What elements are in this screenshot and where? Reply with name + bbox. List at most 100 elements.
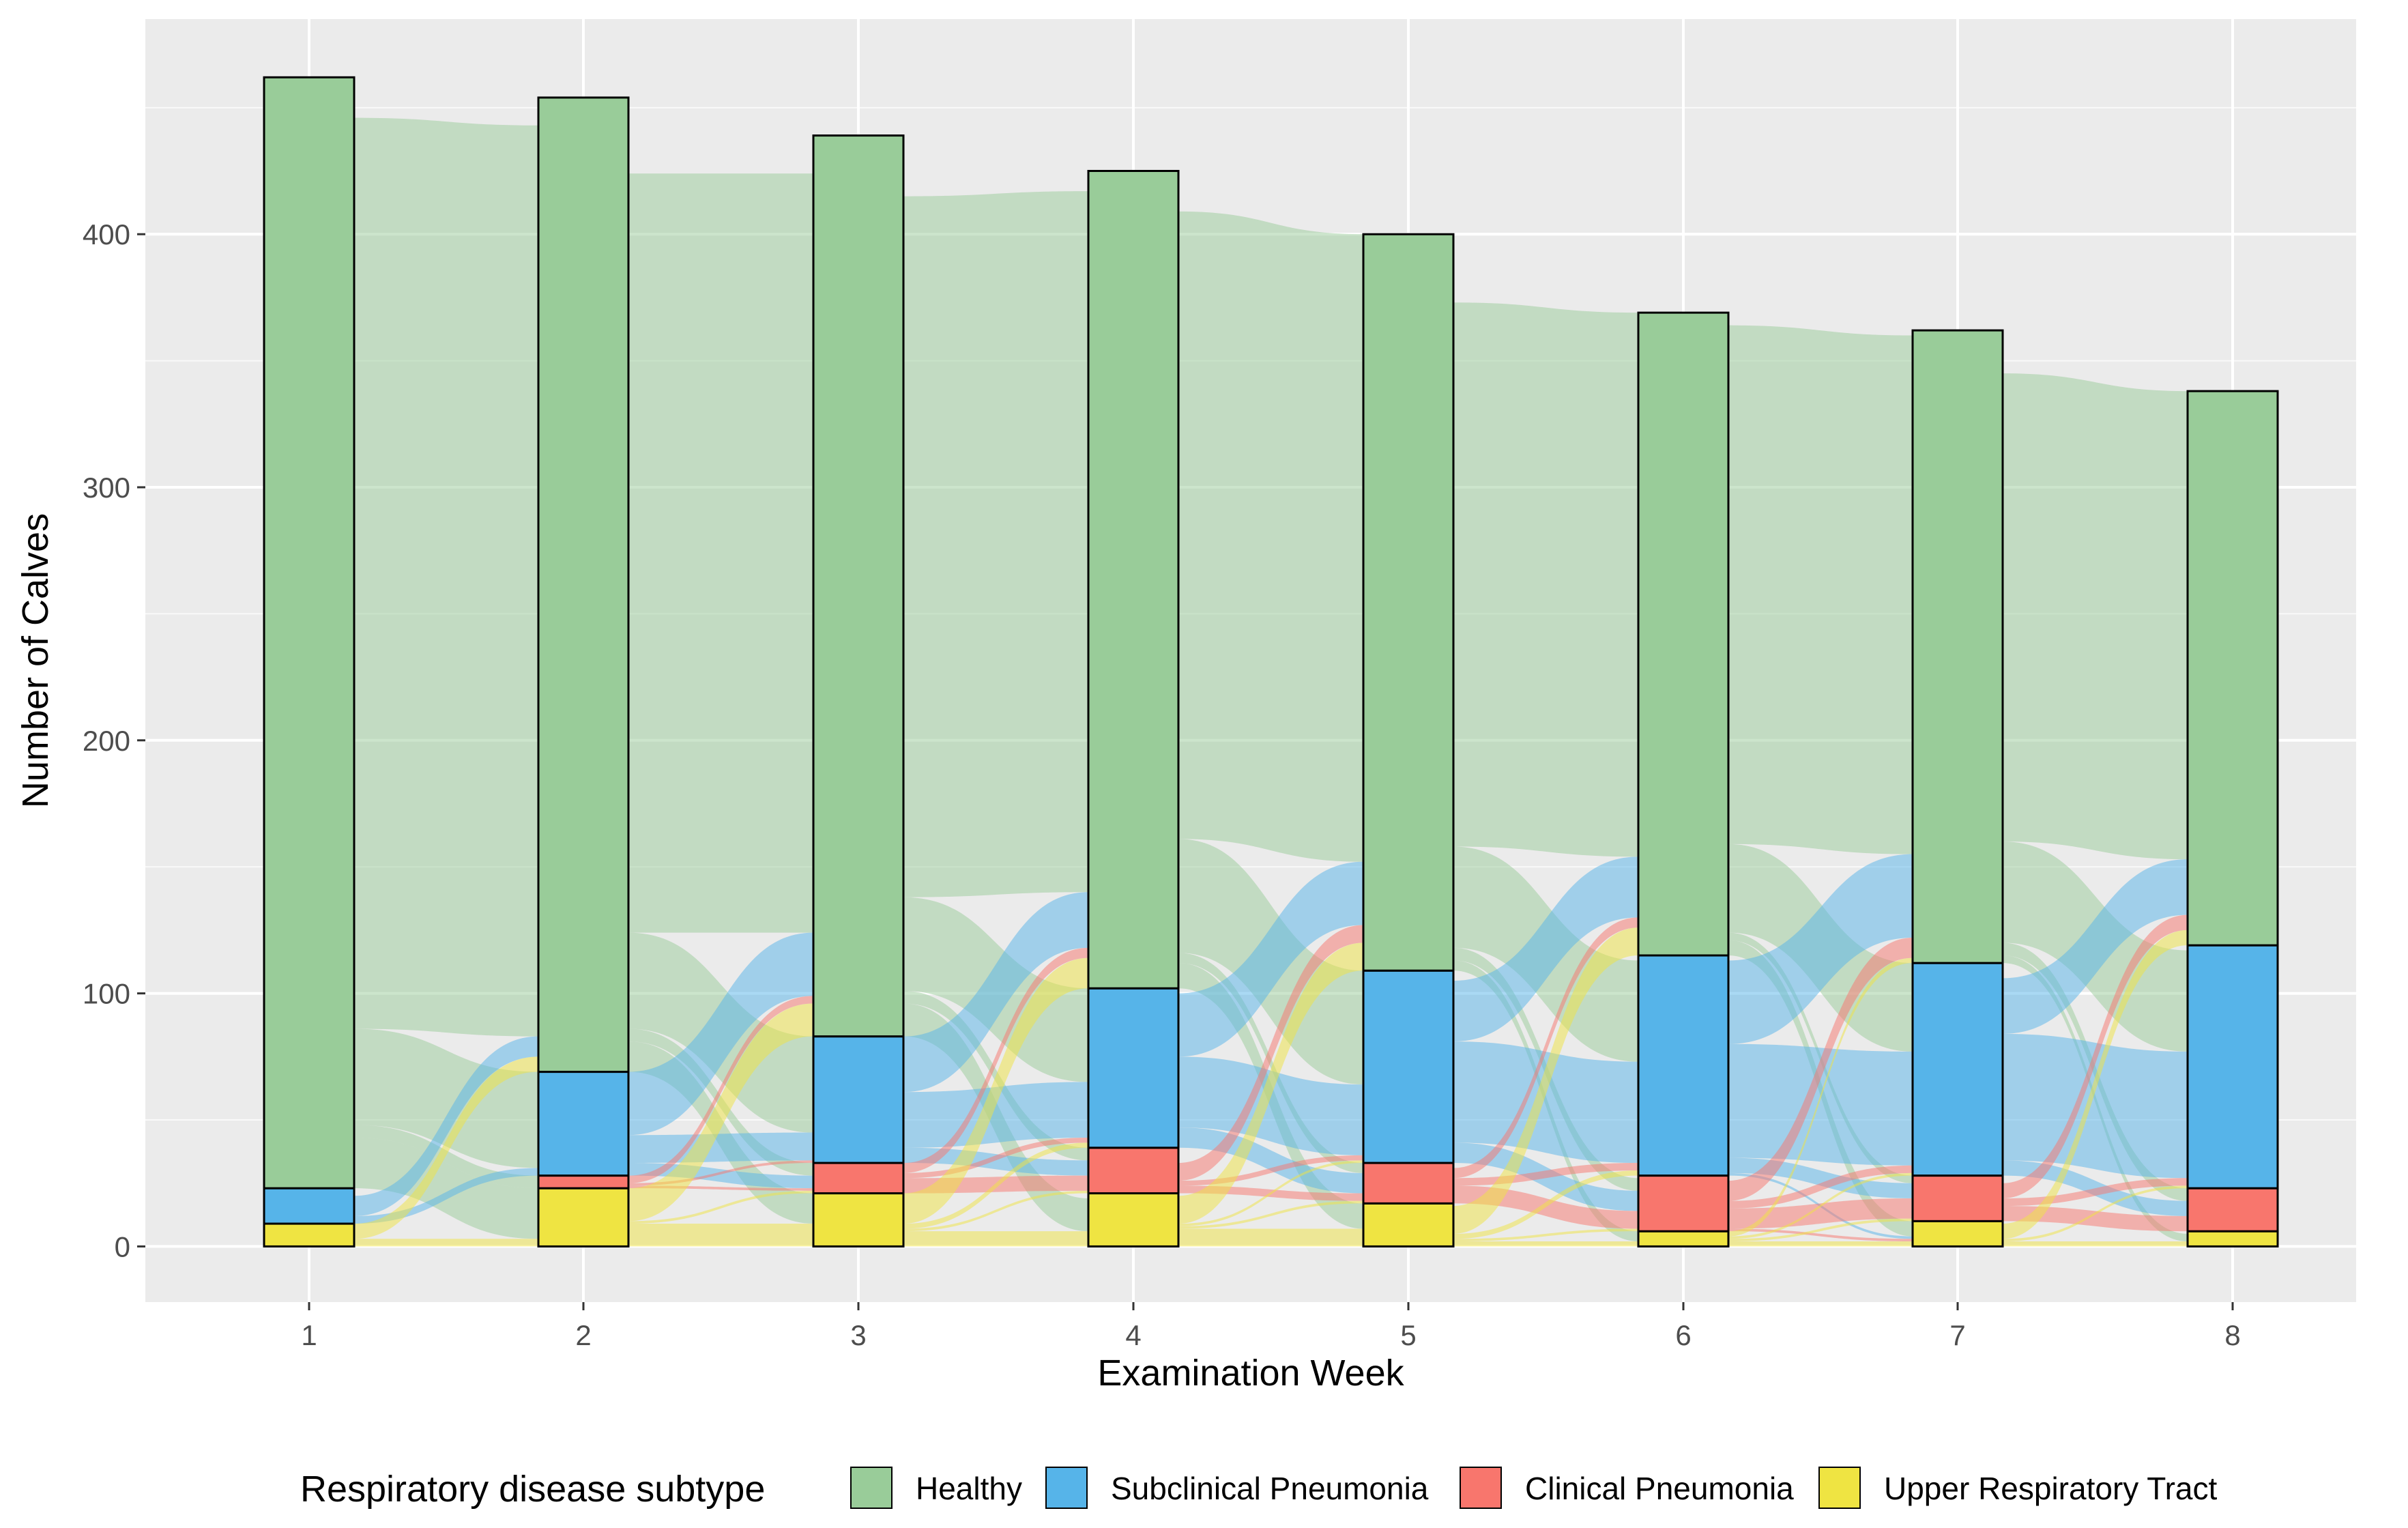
flow-week3-upper-respiratory-tract-to-clinical-pneumonia (903, 1190, 1088, 1232)
flow-week1-subclinical-pneumonia-to-healthy (354, 1036, 538, 1216)
legend-items: Healthy Subclinical Pneumonia Clinical Pne… (850, 1467, 2217, 1509)
bar-week3-healthy (812, 134, 905, 1038)
flow-week5-healthy-to-healthy (1453, 302, 1638, 857)
flow-week1-healthy-to-healthy (354, 117, 538, 1037)
legend-title: Respiratory disease subtype (300, 1469, 765, 1510)
bar-week7-subclinical-pneumonia (1911, 962, 2004, 1177)
x-tick-label: 2 (575, 1319, 591, 1351)
flow-week3-upper-respiratory-tract-to-healthy (903, 957, 1088, 1224)
flow-week6-subclinical-pneumonia-to-healthy (1728, 854, 1913, 1044)
flow-week1-upper-respiratory-tract-to-healthy (354, 1056, 538, 1239)
legend-item-subclinical-pneumonia: Subclinical Pneumonia (1045, 1467, 1429, 1509)
bar-week1-upper-respiratory-tract (263, 1222, 356, 1248)
bar-week5-upper-respiratory-tract (1362, 1202, 1455, 1248)
flow-week7-upper-respiratory-tract-to-subclinical-pneumonia (2003, 1185, 2188, 1242)
flow-week6-clinical-pneumonia-to-healthy (1728, 938, 1913, 1201)
legend-key (850, 1467, 893, 1509)
legend-item-upper-respiratory-tract: Upper Respiratory Tract (1818, 1467, 2217, 1509)
x-tick-label: 6 (1675, 1319, 1691, 1351)
flow-week6-subclinical-pneumonia-to-subclinical-pneumonia (1728, 1043, 1913, 1166)
flow-week7-healthy-to-healthy (2003, 373, 2188, 860)
flow-week1-healthy-to-upper-respiratory-tract (354, 1137, 538, 1239)
flow-week6-upper-respiratory-tract-to-subclinical-pneumonia (1728, 1172, 1913, 1239)
flow-week6-upper-respiratory-tract-to-upper-respiratory-tract (1728, 1241, 1913, 1247)
flow-week2-subclinical-pneumonia-to-healthy (628, 932, 813, 1136)
y-tick-label: 200 (83, 725, 130, 757)
bar-week7-clinical-pneumonia (1911, 1174, 2004, 1222)
flow-week7-subclinical-pneumonia-to-subclinical-pneumonia (2003, 1033, 2188, 1179)
bar-week6-clinical-pneumonia (1637, 1174, 1730, 1233)
flow-week4-upper-respiratory-tract-to-clinical-pneumonia (1178, 1200, 1363, 1229)
bar-week7-healthy (1911, 329, 2004, 964)
bar-week4-clinical-pneumonia (1087, 1147, 1180, 1195)
bar-week2-upper-respiratory-tract (537, 1187, 630, 1248)
y-tick-label: 100 (83, 978, 130, 1010)
flow-week7-upper-respiratory-tract-to-upper-respiratory-tract (2003, 1241, 2188, 1247)
flow-week7-subclinical-pneumonia-to-healthy (2003, 859, 2188, 1034)
x-tick-label: 8 (2224, 1319, 2240, 1351)
flow-week4-clinical-pneumonia-to-healthy (1178, 925, 1363, 1181)
legend-label: Clinical Pneumonia (1525, 1471, 1794, 1506)
flow-week2-healthy-to-healthy (628, 173, 813, 933)
bar-week3-subclinical-pneumonia (812, 1035, 905, 1164)
flow-week1-subclinical-pneumonia-to-subclinical-pneumonia (354, 1168, 538, 1224)
bar-week2-subclinical-pneumonia (537, 1071, 630, 1177)
bar-week6-healthy (1637, 311, 1730, 957)
legend-label: Upper Respiratory Tract (1884, 1471, 2217, 1506)
stratum-bars (263, 76, 2279, 1248)
bar-week1-healthy (263, 76, 356, 1190)
bar-week4-subclinical-pneumonia (1087, 987, 1180, 1149)
flow-week2-upper-respiratory-tract-to-upper-respiratory-tract (628, 1224, 813, 1247)
bar-week8-clinical-pneumonia (2186, 1187, 2279, 1233)
flow-week5-subclinical-pneumonia-to-subclinical-pneumonia (1453, 1041, 1638, 1164)
bar-week6-upper-respiratory-tract (1637, 1230, 1730, 1248)
flow-week3-upper-respiratory-tract-to-subclinical-pneumonia (903, 1142, 1088, 1229)
flow-week4-upper-respiratory-tract-to-healthy (1178, 942, 1363, 1224)
x-tick-label: 7 (1949, 1319, 1965, 1351)
flow-week3-subclinical-pneumonia-to-clinical-pneumonia (903, 1147, 1088, 1176)
flow-week4-upper-respiratory-tract-to-upper-respiratory-tract (1178, 1228, 1363, 1247)
flow-week3-subclinical-pneumonia-to-healthy (903, 892, 1088, 1093)
bar-week2-healthy (537, 96, 630, 1073)
flow-week5-upper-respiratory-tract-to-upper-respiratory-tract (1453, 1241, 1638, 1247)
alluvium-flows (354, 117, 2188, 1247)
x-tick-label: 4 (1125, 1319, 1141, 1351)
x-axis-title: Examination Week (1097, 1353, 1404, 1394)
bar-week8-healthy (2186, 390, 2279, 947)
flow-week1-upper-respiratory-tract-to-upper-respiratory-tract (354, 1239, 538, 1247)
x-tick-label: 1 (301, 1319, 317, 1351)
flow-week6-healthy-to-healthy (1728, 325, 1913, 854)
flow-week2-clinical-pneumonia-to-healthy (628, 996, 813, 1183)
flow-week2-upper-respiratory-tract-to-clinical-pneumonia (628, 1190, 813, 1224)
x-tick-label: 3 (850, 1319, 866, 1351)
legend-key (1460, 1467, 1502, 1509)
legend-label: Healthy (916, 1471, 1022, 1506)
legend: Respiratory disease subtype Healthy Subcl… (300, 1467, 2217, 1510)
x-tick-label: 5 (1400, 1319, 1416, 1351)
flow-week3-clinical-pneumonia-to-subclinical-pneumonia (903, 1137, 1088, 1179)
bar-week8-upper-respiratory-tract (2186, 1230, 2279, 1248)
bar-week5-clinical-pneumonia (1362, 1162, 1455, 1205)
flow-week2-upper-respiratory-tract-to-healthy (628, 1003, 813, 1222)
legend-key (1045, 1467, 1088, 1509)
bar-week6-subclinical-pneumonia (1637, 954, 1730, 1177)
legend-label: Subclinical Pneumonia (1111, 1471, 1429, 1506)
flow-week1-healthy-to-subclinical-pneumonia (354, 1028, 538, 1168)
flow-week5-upper-respiratory-tract-to-clinical-pneumonia (1453, 1228, 1638, 1242)
bar-week4-healthy (1087, 169, 1180, 990)
legend-item-clinical-pneumonia: Clinical Pneumonia (1460, 1467, 1794, 1509)
legend-key (1818, 1467, 1861, 1509)
flow-week2-subclinical-pneumonia-to-subclinical-pneumonia (628, 1132, 813, 1164)
axes: Number of Calves Examination Week 0 100 20… (15, 218, 2241, 1394)
flow-week3-subclinical-pneumonia-to-subclinical-pneumonia (903, 1082, 1088, 1148)
flow-week6-upper-respiratory-tract-to-healthy (1728, 957, 1913, 1237)
flow-week6-clinical-pneumonia-to-subclinical-pneumonia (1728, 1165, 1913, 1209)
flow-week4-subclinical-pneumonia-to-subclinical-pneumonia (1178, 1056, 1363, 1155)
flow-week6-clinical-pneumonia-to-clinical-pneumonia (1728, 1198, 1913, 1229)
bar-week3-clinical-pneumonia (812, 1162, 905, 1195)
flow-week3-upper-respiratory-tract-to-upper-respiratory-tract (903, 1231, 1088, 1247)
flow-week5-clinical-pneumonia-to-healthy (1453, 917, 1638, 1179)
flow-week4-subclinical-pneumonia-to-healthy (1178, 861, 1363, 1057)
bar-week5-healthy (1362, 233, 1455, 972)
y-tick-label: 0 (115, 1230, 130, 1263)
